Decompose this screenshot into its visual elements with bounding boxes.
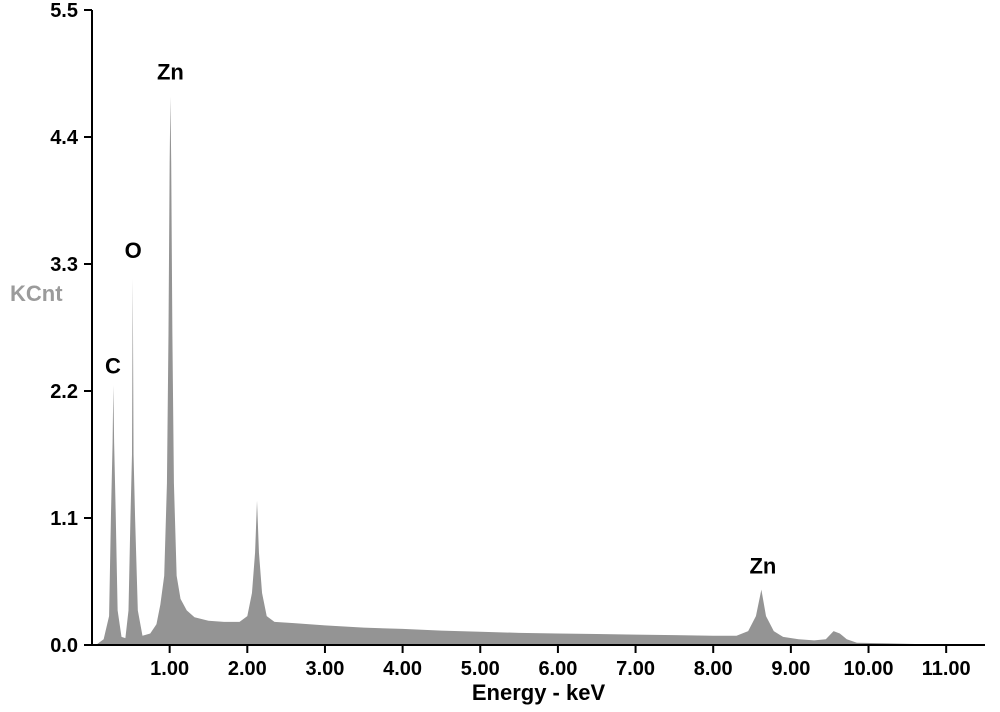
x-tick-label: 6.00	[538, 658, 577, 680]
x-tick-label: 11.00	[922, 658, 971, 680]
x-tick-label: 8.00	[694, 658, 733, 680]
x-tick-label: 3.00	[305, 658, 344, 680]
peak-label: Zn	[157, 59, 184, 84]
peak-label: O	[125, 238, 142, 263]
x-tick-label: 1.00	[150, 658, 189, 680]
x-axis-label: Energy - keV	[472, 680, 606, 705]
x-tick-label: 5.00	[461, 658, 500, 680]
x-tick-label: 7.00	[616, 658, 655, 680]
spectrum-area	[92, 97, 985, 645]
peak-label: Zn	[749, 553, 776, 578]
y-tick-label: 3.3	[50, 254, 78, 276]
y-tick-label: 2.2	[50, 381, 78, 403]
y-tick-label: 0.0	[50, 635, 78, 657]
eds-spectrum-chart: 0.0 1.1 2.2 3.3 4.4 5.5 1.00 2.00 3.00 4.00 5.00 6.…	[0, 0, 1000, 712]
y-axis-label: KCnt	[10, 281, 63, 306]
peak-label: C	[105, 354, 121, 379]
chart-svg: 0.0 1.1 2.2 3.3 4.4 5.5 1.00 2.00 3.00 4.00 5.00 6.…	[0, 0, 1000, 712]
x-tick-label: 10.00	[843, 658, 893, 680]
y-tick-label: 5.5	[50, 0, 78, 22]
x-tick-label: 2.00	[228, 658, 267, 680]
x-tick-label: 9.00	[771, 658, 810, 680]
y-tick-label: 4.4	[50, 127, 79, 149]
x-tick-label: 4.00	[383, 658, 422, 680]
y-tick-label: 1.1	[50, 508, 78, 530]
